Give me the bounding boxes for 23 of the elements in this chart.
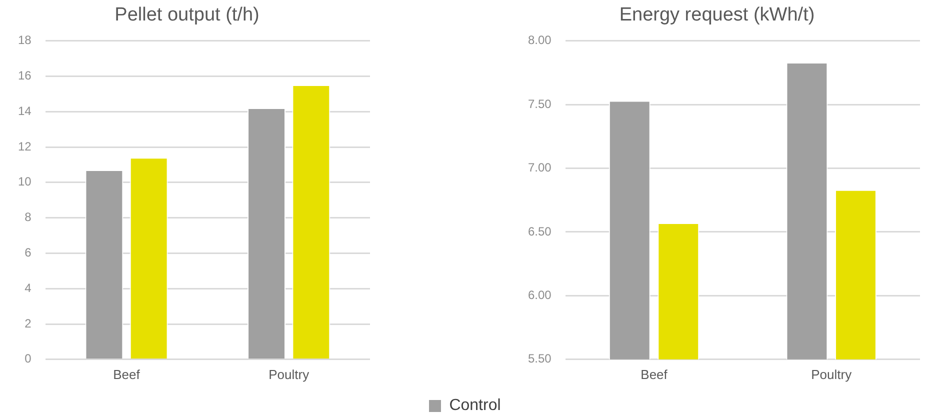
x-tick-label: Beef [113, 366, 140, 382]
y-tick-label: 10 [18, 174, 32, 189]
y-tick-label: 18 [18, 33, 32, 48]
y-tick-label: 7.00 [528, 160, 552, 175]
legend-label: Control [449, 397, 501, 415]
x-tick-label: Beef [640, 366, 668, 382]
chart-title: Pellet output (t/h) [114, 4, 260, 26]
x-tick-label: Poultry [811, 366, 852, 382]
y-tick-label: 12 [18, 139, 32, 154]
y-tick-label: 8 [24, 210, 32, 224]
y-tick-label: 6.50 [528, 224, 552, 238]
y-tick-label: 5.50 [528, 352, 552, 366]
chart-title: Energy request (kWh/t) [619, 4, 815, 26]
y-tick-label: 7.50 [528, 96, 552, 111]
y-tick-label: 14 [18, 104, 32, 118]
y-tick-label: 2 [24, 316, 32, 330]
y-tick-label: 6 [24, 246, 32, 260]
y-tick-label: 16 [18, 68, 32, 83]
y-tick-label: 0 [24, 352, 32, 366]
y-tick-label: 6.00 [528, 288, 552, 302]
y-tick-label: 4 [24, 280, 32, 295]
y-tick-label: 8.00 [528, 33, 552, 48]
x-tick-label: Poultry [268, 366, 310, 382]
